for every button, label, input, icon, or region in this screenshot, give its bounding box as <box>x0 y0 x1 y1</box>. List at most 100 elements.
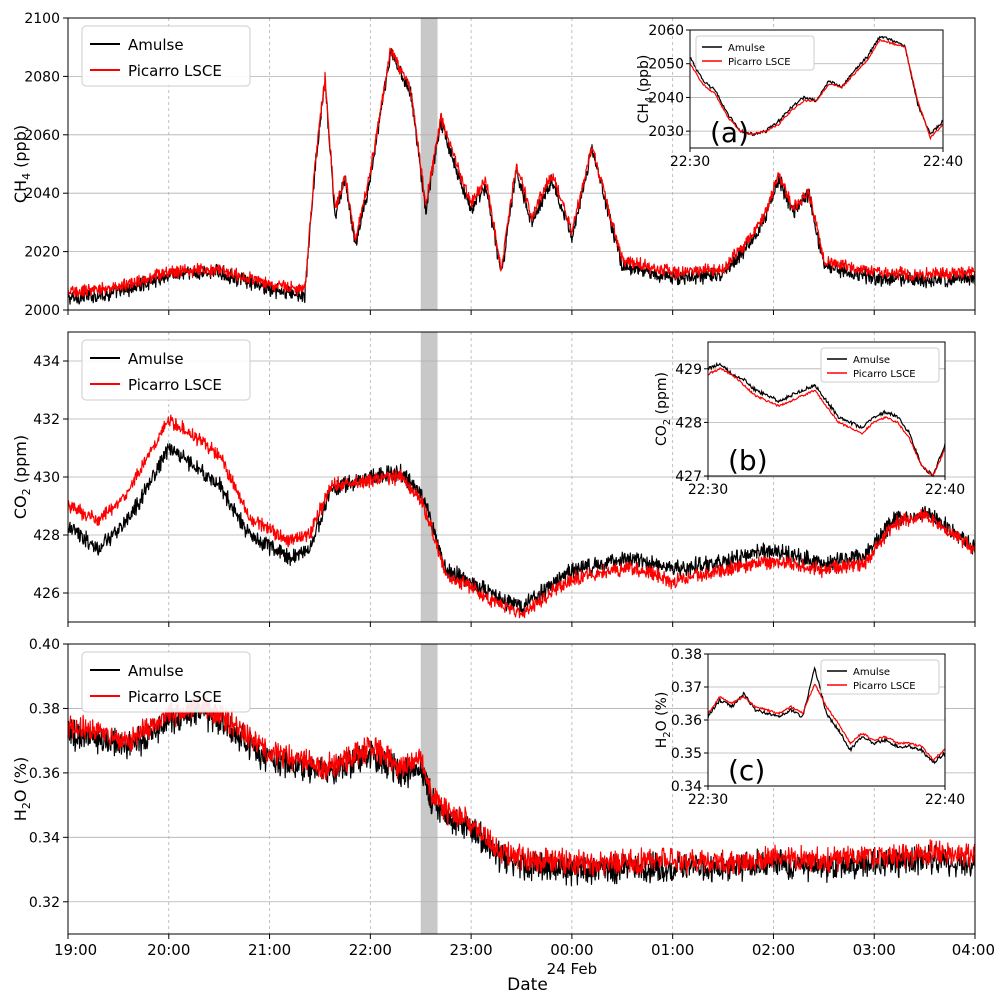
x-tick-sublabel: 24 Feb <box>547 960 597 978</box>
legend-box <box>81 651 251 713</box>
inset-legend: Amulse Picarro LSCE <box>820 659 940 695</box>
legend: Amulse Picarro LSCE <box>81 339 251 401</box>
x-tick-label: 04:00 <box>952 941 995 959</box>
y-axis-label: H2O (%) <box>11 757 33 821</box>
inset-y-label-unit: (ppb) <box>636 55 652 97</box>
y-tick-label: 430 <box>33 470 60 486</box>
inset-1: 2030 2040 2050 2060 22:30 22:40 (a) CH4 (ppb) Am… <box>636 23 963 170</box>
inset-legend: Amulse Picarro LSCE <box>695 35 815 71</box>
y-tick-label: 0.40 <box>29 637 60 653</box>
inset-y-tick-label: 2040 <box>648 90 684 106</box>
legend-label: Amulse <box>128 662 184 680</box>
inset-legend-label: Amulse <box>853 355 890 366</box>
inset-panel-label: (a) <box>710 116 749 149</box>
inset-frame <box>707 653 946 787</box>
highlight-band <box>420 18 438 310</box>
legend-label: Amulse <box>128 36 184 54</box>
inset-panel-label: (b) <box>728 444 768 477</box>
legend-label: Picarro LSCE <box>128 688 222 706</box>
inset-legend-label: Picarro LSCE <box>728 57 791 68</box>
y-tick-label: 2060 <box>24 128 60 144</box>
inset-y-label-unit: (ppm) <box>654 372 670 419</box>
inset-x-tick-label: 22:30 <box>670 154 710 170</box>
y-tick-label: 2020 <box>24 245 60 261</box>
inset-series-picarro-line <box>707 683 946 762</box>
inset-y-tick-label: 2030 <box>648 124 684 140</box>
axes-frame <box>67 331 976 623</box>
inset-y-axis-label: CH4 (ppb) <box>636 55 655 124</box>
x-tick-label: 02:00 <box>752 941 795 959</box>
inset-y-label-main: H <box>654 738 670 749</box>
inset-y-tick-label: 427 <box>675 469 702 485</box>
y-axis-label-sub: 2 <box>20 802 33 809</box>
y-tick-label: 0.32 <box>29 895 60 911</box>
x-tick-label: 01:00 <box>651 941 694 959</box>
legend-box <box>81 25 251 87</box>
y-tick-label: 0.34 <box>29 830 60 846</box>
inset-legend-label: Amulse <box>728 43 765 54</box>
inset-y-label-main: CH <box>636 103 652 123</box>
legend: Amulse Picarro LSCE <box>81 25 251 87</box>
y-tick-label: 2040 <box>24 186 60 202</box>
inset-y-label-sub: 4 <box>644 97 655 103</box>
legend-label: Amulse <box>128 350 184 368</box>
inset-y-tick-label: 428 <box>675 415 702 431</box>
y-tick-label: 0.36 <box>29 766 60 782</box>
x-tick-label: 21:00 <box>248 941 291 959</box>
inset-y-tick-label: 0.34 <box>671 779 702 795</box>
y-axis-label-sub: 4 <box>20 173 33 180</box>
inset-legend-box <box>695 35 815 71</box>
inset-x-tick-label: 22:30 <box>688 792 728 808</box>
inset-y-axis-label: H2O (%) <box>654 692 673 749</box>
x-tick-label: 00:00 <box>550 941 593 959</box>
inset-series-amulse-line <box>707 361 946 477</box>
inset-3: 0.34 0.35 0.36 0.37 0.38 22:30 22:40 (c) H2O (%)… <box>654 647 965 808</box>
series-picarro-line <box>67 47 976 298</box>
inset-y-label-main: CO <box>654 425 670 446</box>
inset-legend-label: Picarro LSCE <box>853 369 916 380</box>
x-tick-label: 22:00 <box>349 941 392 959</box>
inset-x-tick-label: 22:40 <box>925 792 965 808</box>
series-amulse-line <box>67 48 976 305</box>
inset-panel-label: (c) <box>728 754 765 787</box>
legend-box <box>81 339 251 401</box>
y-tick-label: 434 <box>33 354 60 370</box>
x-tick-label: 20:00 <box>147 941 190 959</box>
inset-legend-box <box>820 347 940 383</box>
x-axis-label: Date <box>507 975 548 995</box>
y-axis-label: CO2 (ppm) <box>11 435 33 519</box>
y-tick-label: 0.38 <box>29 701 60 717</box>
inset-y-tick-label: 0.35 <box>671 746 702 762</box>
inset-y-label-unit: O (%) <box>654 692 670 732</box>
inset-series-amulse-line <box>707 666 946 765</box>
inset-y-tick-label: 0.38 <box>671 647 702 663</box>
inset-series-picarro-line <box>707 367 946 478</box>
inset-legend: Amulse Picarro LSCE <box>820 347 940 383</box>
legend-label: Picarro LSCE <box>128 62 222 80</box>
inset-legend-label: Amulse <box>853 667 890 678</box>
inset-frame <box>707 341 946 477</box>
inset-frame <box>689 29 944 149</box>
y-axis-label-unit: (ppm) <box>11 435 30 488</box>
x-tick-label: 03:00 <box>853 941 896 959</box>
y-tick-label: 2080 <box>24 69 60 85</box>
inset-2: 427 428 429 22:30 22:40 (b) CO2 (ppm) Amulse Pic… <box>654 341 965 498</box>
y-axis-label-main: CH <box>11 180 30 203</box>
y-axis-label: CH4 (ppb) <box>11 125 33 203</box>
y-axis-label-unit: (ppb) <box>11 125 30 173</box>
series-picarro-line <box>67 692 976 877</box>
inset-y-axis-label: CO2 (ppm) <box>654 372 673 446</box>
inset-series-picarro-line <box>689 38 944 141</box>
y-tick-label: 432 <box>33 412 60 428</box>
inset-y-tick-label: 429 <box>675 362 702 378</box>
inset-legend-label: Picarro LSCE <box>853 681 916 692</box>
legend-label: Picarro LSCE <box>128 376 222 394</box>
inset-y-tick-label: 0.37 <box>671 680 702 696</box>
inset-y-tick-label: 2060 <box>648 23 684 39</box>
y-axis-label-main: H <box>11 809 30 821</box>
y-tick-label: 2000 <box>24 303 60 319</box>
axes-frame <box>67 17 976 311</box>
